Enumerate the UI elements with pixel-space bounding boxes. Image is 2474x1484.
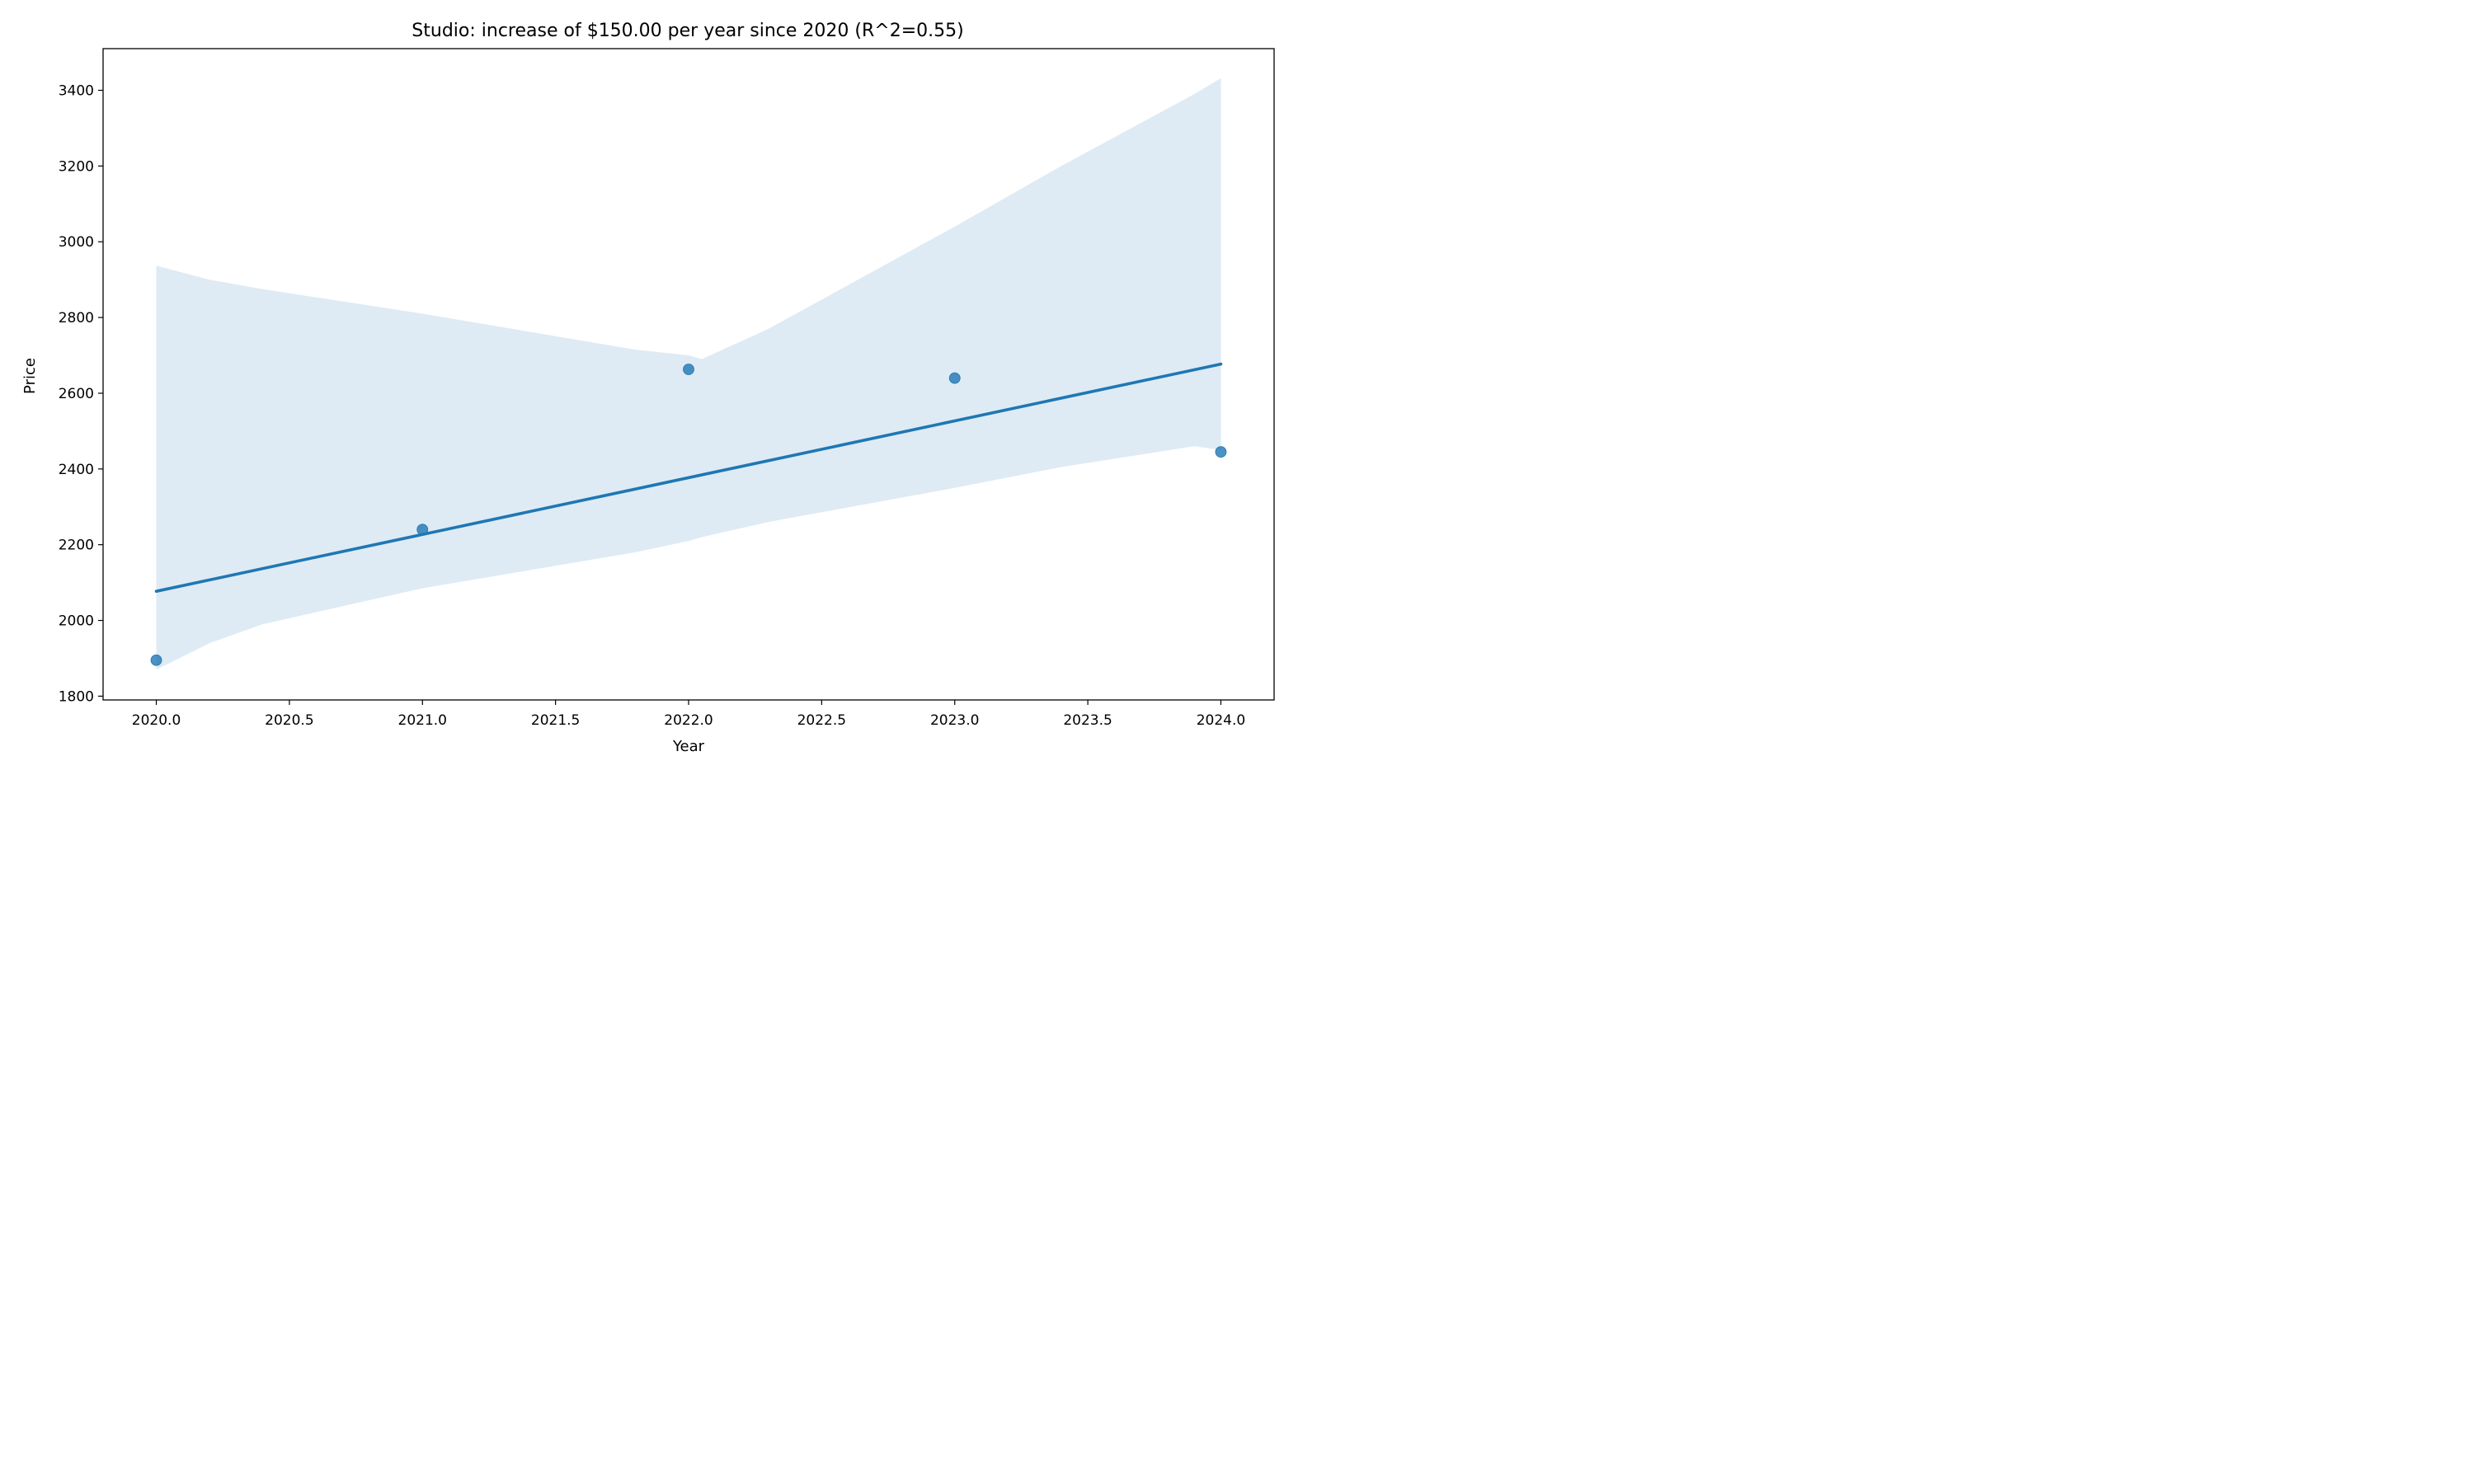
x-tick-label: 2024.0 — [1197, 712, 1245, 729]
chart: Studio: increase of $150.00 per year sin… — [21, 21, 1275, 755]
y-tick-label: 2600 — [59, 386, 94, 402]
y-tick-label: 2800 — [59, 310, 94, 326]
y-tick-label: 3400 — [59, 83, 94, 100]
y-tick-label: 2400 — [59, 462, 94, 478]
regression-line-layer — [154, 362, 1223, 593]
x-axis: 2020.0 2020.5 2021.0 2021.5 2022.0 2022.5 2023… — [132, 700, 1245, 729]
x-tick-label: 2020.5 — [265, 712, 313, 729]
x-tick-label: 2022.0 — [664, 712, 713, 729]
data-point — [150, 654, 162, 666]
data-point — [1215, 446, 1227, 458]
x-tick-label: 2022.5 — [797, 712, 846, 729]
x-tick-label: 2023.5 — [1063, 712, 1112, 729]
y-tick-label: 3000 — [59, 234, 94, 251]
y-tick-label: 2200 — [59, 538, 94, 554]
y-tick-label: 1800 — [59, 688, 94, 705]
data-point — [683, 364, 694, 375]
points-layer — [150, 364, 1227, 666]
chart-title: Studio: increase of $150.00 per year sin… — [412, 21, 963, 41]
x-tick-label: 2021.5 — [531, 712, 580, 729]
regression-line — [154, 362, 1223, 593]
data-point — [948, 372, 961, 384]
x-axis-label: Year — [672, 738, 705, 755]
data-point — [416, 524, 429, 536]
y-tick-label: 3200 — [59, 158, 94, 175]
y-axis-label: Price — [21, 358, 39, 394]
y-tick-label: 2000 — [59, 613, 94, 630]
x-tick-label: 2020.0 — [132, 712, 181, 729]
x-tick-label: 2023.0 — [930, 712, 979, 729]
y-axis: 1800 2000 2200 2400 2600 2800 3000 3200 3400 — [59, 83, 103, 705]
x-tick-label: 2021.0 — [398, 712, 447, 729]
